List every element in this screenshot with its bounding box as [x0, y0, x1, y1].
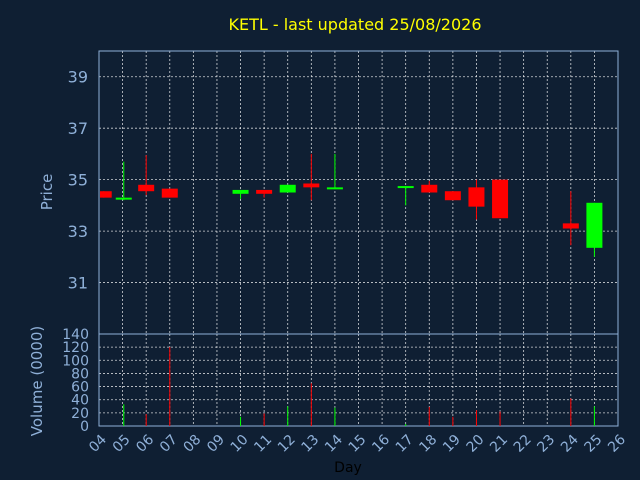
volume-tick-label: 80 — [71, 366, 89, 382]
x-tick-label: 09 — [204, 432, 228, 456]
x-tick-label: 08 — [181, 432, 205, 456]
x-tick-label: 25 — [582, 432, 606, 456]
x-tick-label: 26 — [605, 432, 629, 456]
chart-title: KETL - last updated 25/08/2026 — [228, 15, 481, 34]
volume-tick-label: 60 — [71, 380, 89, 396]
x-tick-label: 16 — [369, 432, 393, 456]
volume-panel-frame — [98, 333, 619, 427]
x-tick-label: 19 — [440, 432, 464, 456]
candle-body — [138, 184, 155, 192]
candle-body — [421, 184, 438, 193]
x-tick-label: 06 — [133, 432, 157, 456]
x-tick-label: 11 — [251, 432, 275, 456]
x-tick-label: 12 — [275, 432, 299, 456]
x-tick-label: 20 — [464, 432, 488, 456]
x-tick-label: 24 — [558, 432, 582, 456]
volume-axis-label: Volume (0000) — [28, 326, 46, 436]
volume-tick-label: 0 — [80, 419, 89, 435]
candle-body — [326, 187, 343, 190]
x-tick-label: 05 — [110, 432, 134, 456]
price-tick-label: 37 — [68, 119, 88, 138]
price-tick-label: 39 — [68, 68, 88, 87]
volume-tick-label: 100 — [62, 353, 89, 369]
volume-tick-label: 40 — [71, 393, 89, 409]
candle-body — [397, 186, 414, 189]
volume-tick-label: 20 — [71, 406, 89, 422]
candle-body — [115, 197, 132, 200]
x-tick-label: 22 — [511, 432, 535, 456]
x-tick-label: 10 — [228, 432, 252, 456]
candle — [232, 189, 249, 199]
candle — [115, 161, 132, 201]
candle-body — [232, 189, 249, 194]
x-axis-label: Day — [334, 460, 362, 476]
candle — [468, 179, 485, 220]
candles — [100, 153, 603, 257]
candle — [256, 189, 273, 198]
volume-tick-label: 120 — [62, 340, 89, 356]
candle — [326, 153, 343, 190]
x-tick-label: 15 — [346, 432, 370, 456]
candle — [397, 186, 414, 206]
candle — [492, 179, 509, 219]
price-axis-label: Price — [38, 174, 56, 211]
x-tick-label: 13 — [298, 432, 322, 456]
candle — [303, 153, 320, 201]
price-tick-label: 35 — [68, 171, 88, 190]
candle — [421, 180, 438, 193]
candle-body — [586, 202, 603, 248]
candle — [161, 188, 178, 198]
price-y-ticks: 31 33 35 37 39 — [68, 68, 88, 293]
candle — [586, 202, 603, 257]
candle-body — [303, 183, 320, 188]
x-ticks: 04 05 06 07 08 09 10 11 12 13 14 15 16 17 18 19 20 21 22 23… — [86, 432, 629, 456]
candle — [138, 155, 155, 196]
x-tick-label: 17 — [393, 432, 417, 456]
x-tick-label: 04 — [86, 432, 110, 456]
candle-body — [492, 179, 509, 219]
price-tick-label: 33 — [68, 222, 88, 241]
x-tick-label: 23 — [534, 432, 558, 456]
price-tick-label: 31 — [68, 274, 88, 293]
candle-body — [161, 188, 178, 198]
candle — [444, 191, 461, 201]
candle — [562, 191, 579, 246]
x-tick-label: 07 — [157, 432, 181, 456]
candle — [100, 191, 112, 198]
candle — [279, 184, 296, 193]
candle-body — [100, 191, 112, 198]
volume-tick-label: 140 — [62, 327, 89, 343]
x-tick-label: 14 — [322, 432, 346, 456]
candle-body — [444, 191, 461, 201]
candle-body — [256, 189, 273, 194]
candle-body — [279, 184, 296, 193]
candle-body — [468, 187, 485, 207]
candle-body — [562, 223, 579, 229]
volume-grid — [99, 334, 618, 426]
volume-bars — [123, 347, 595, 426]
x-tick-label: 18 — [416, 432, 440, 456]
x-tick-label: 21 — [487, 432, 511, 456]
